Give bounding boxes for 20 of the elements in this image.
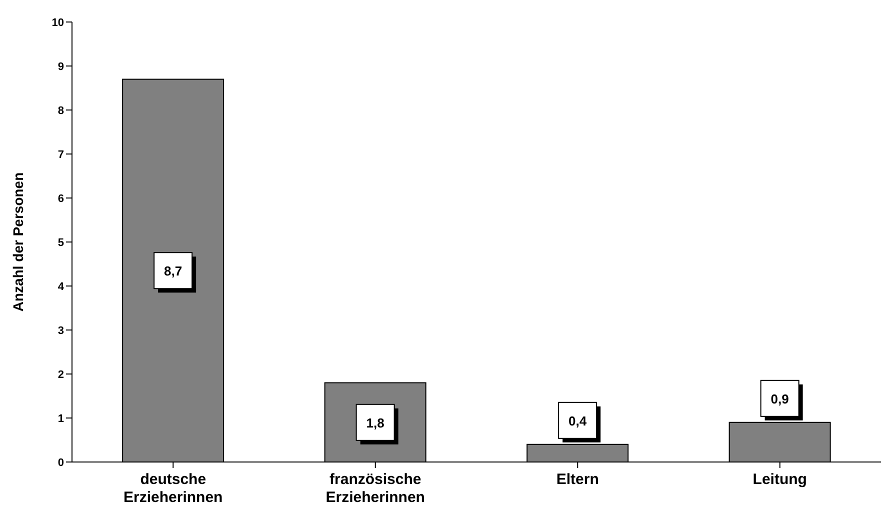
data-label: 1,8 — [366, 415, 384, 430]
x-tick-label: deutsche Erzieherinnen — [124, 471, 223, 506]
data-label: 8,7 — [164, 264, 182, 279]
y-tick-label: 7 — [58, 148, 64, 161]
y-tick-label: 10 — [52, 16, 64, 29]
y-tick-label: 3 — [58, 324, 64, 337]
data-label: 0,4 — [568, 413, 588, 428]
x-tick-label: Eltern — [556, 471, 599, 488]
x-tick-label: Leitung — [752, 471, 807, 488]
y-tick-label: 4 — [58, 280, 65, 293]
x-tick-label: französische Erzieherinnen — [326, 471, 425, 506]
y-axis-title: Anzahl der Personen — [10, 172, 26, 312]
y-tick-label: 2 — [58, 368, 64, 381]
y-tick-label: 1 — [58, 412, 64, 425]
y-tick-label: 6 — [58, 192, 64, 205]
y-tick-label: 0 — [58, 456, 64, 469]
y-tick-label: 8 — [58, 104, 64, 117]
data-label: 0,9 — [770, 391, 789, 406]
y-tick-label: 5 — [58, 236, 64, 249]
y-tick-label: 9 — [58, 60, 64, 73]
